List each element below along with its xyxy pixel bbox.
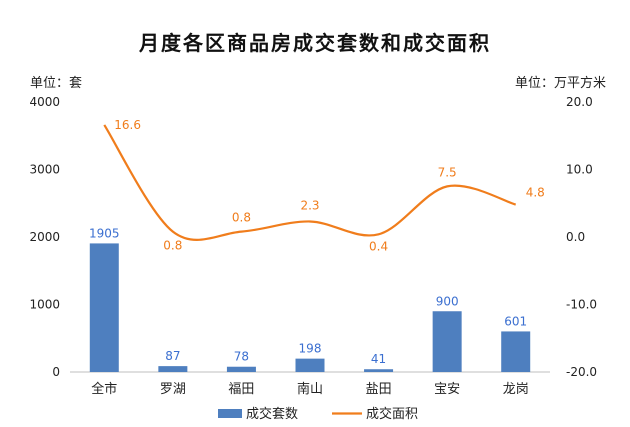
left-tick-label: 3000	[29, 163, 60, 177]
bar-data-label: 78	[234, 350, 249, 364]
line-data-label: 4.8	[526, 186, 545, 200]
right-tick-label: -10.0	[566, 298, 597, 312]
right-axis-unit: 单位：万平方米	[515, 75, 606, 91]
line-data-label: 0.8	[232, 211, 251, 225]
x-axis: 全市 罗湖 福田 南山 盐田 宝安 龙岗	[91, 381, 528, 397]
bar	[226, 366, 256, 372]
x-tick-label: 罗湖	[160, 382, 186, 397]
x-tick-label: 宝安	[434, 382, 460, 397]
legend-bar-swatch	[218, 409, 242, 418]
bar-data-label: 198	[299, 342, 322, 356]
legend-bar-label: 成交套数	[246, 406, 298, 422]
line-data-label: 2.3	[300, 198, 319, 212]
bar	[89, 243, 119, 372]
bar	[158, 366, 188, 372]
bar	[364, 369, 394, 372]
bar-data-label: 900	[436, 294, 459, 308]
bar-series	[89, 243, 531, 372]
bar-data-label: 41	[371, 352, 386, 366]
bar-data-label: 601	[504, 314, 527, 328]
left-tick-label: 0	[52, 365, 60, 379]
line-series	[103, 124, 517, 241]
line-data-labels: 16.6 0.8 0.8 2.3 0.4 7.5 4.8	[114, 118, 545, 253]
line-data-label: 0.8	[163, 239, 182, 253]
legend-line-label: 成交面积	[366, 406, 418, 422]
left-axis: 0 1000 2000 3000 4000	[29, 95, 60, 379]
line-data-label: 16.6	[114, 118, 141, 132]
right-tick-label: 20.0	[566, 95, 593, 109]
left-tick-label: 4000	[29, 95, 60, 109]
line-data-label: 7.5	[438, 165, 457, 179]
bar	[432, 311, 462, 372]
left-tick-label: 2000	[29, 230, 60, 244]
right-tick-label: -20.0	[566, 365, 597, 379]
bar-data-label: 1905	[89, 226, 120, 240]
right-tick-label: 0.0	[566, 230, 585, 244]
x-tick-label: 全市	[91, 381, 117, 397]
bar	[295, 358, 325, 372]
left-axis-unit: 单位：套	[30, 75, 82, 91]
x-tick-label: 龙岗	[503, 382, 529, 397]
chart-title: 月度各区商品房成交套数和成交面积	[138, 31, 491, 55]
bar	[501, 331, 531, 372]
bar-data-label: 87	[165, 349, 180, 363]
line-data-label: 0.4	[369, 239, 388, 253]
x-tick-label: 盐田	[366, 382, 392, 397]
left-tick-label: 1000	[29, 298, 60, 312]
x-tick-label: 南山	[297, 381, 323, 397]
right-axis: -20.0 -10.0 0.0 10.0 20.0	[566, 95, 597, 379]
right-tick-label: 10.0	[566, 163, 593, 177]
legend: 成交套数 成交面积	[218, 406, 418, 422]
x-tick-label: 福田	[228, 382, 254, 397]
bar-data-labels: 1905 87 78 198 41 900 601	[89, 226, 527, 366]
